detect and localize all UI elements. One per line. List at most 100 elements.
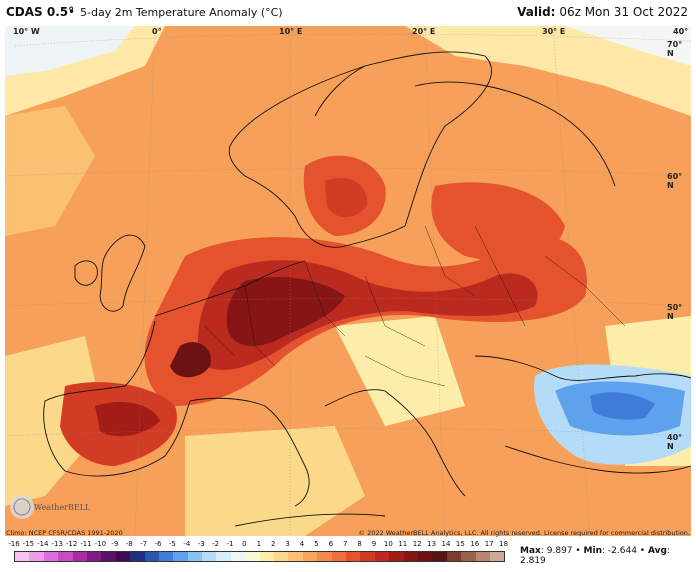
colorbar-swatch [461,552,476,561]
climo-source: Climo: NCEP CFSR/CDAS 1991-2020 [6,529,123,537]
colorbar-swatch [130,552,145,561]
colorbar-tick: -10 [94,540,107,548]
colorbar-tick: -4 [183,540,191,548]
min-value: -2.644 [607,546,637,556]
colorbar-tick: -7 [140,540,148,548]
logo-text: WeatherBELL [34,503,91,512]
colorbar-swatch [173,552,188,561]
colorbar-tick: 8 [357,540,362,548]
colorbar-swatch [58,552,73,561]
colorbar-swatch [15,552,30,561]
colorbar-swatch [259,552,275,561]
colorbar-swatch [158,552,174,561]
colorbar-tick: 12 [412,540,422,548]
map-subtitle: 5-day 2m Temperature Anomaly (°C) [80,6,283,19]
colorbar-swatch [245,552,260,561]
colorbar-tick: -5 [168,540,176,548]
colorbar-swatch [288,552,303,561]
valid-label: Valid: [517,5,556,19]
lat-label-60n: 60° N [667,172,683,190]
colorbar [14,551,506,562]
lon-label-0: 0° [152,27,162,36]
colorbar-tick: 0 [242,540,247,548]
colorbar-swatch [446,552,462,561]
colorbar-swatch [389,552,404,561]
lat-label-50n: 50° N [667,303,683,321]
map-canvas [5,26,691,536]
lon-label-10e: 10° E [279,27,303,36]
stats: Max: 9.897 • Min: -2.644 • Avg: 2.819 [520,546,670,566]
colorbar-tick: -8 [125,540,133,548]
colorbar-tick: 17 [484,540,494,548]
colorbar-swatch [317,552,332,561]
colorbar-tick: -14 [37,540,49,548]
max-label: Max [520,546,541,556]
colorbar-tick: 2 [270,540,276,548]
colorbar-swatch [202,552,217,561]
colorbar-tick: 5 [314,540,319,548]
colorbar-swatch [72,552,87,561]
lon-label-10w: 10° W [13,27,40,36]
colorbar-tick: 3 [285,540,290,548]
colorbar-swatch [216,552,231,561]
colorbar-tick: 4 [299,540,305,548]
colorbar-swatch [475,552,490,561]
colorbar-tick: -3 [197,540,205,548]
logo-graphic: WeatherBELL [10,495,91,519]
colorbar-swatch [101,552,116,561]
colorbar-swatch [360,552,375,561]
colorbar-tick: -1 [226,540,234,548]
lon-label-20e: 20° E [412,27,436,36]
colorbar-swatch [187,552,203,561]
colorbar-swatch [144,552,159,561]
colorbar-tick: 9 [371,540,377,548]
colorbar-swatch [432,552,447,561]
lon-label-30e: 30° E [542,27,566,36]
lon-label-40e: 40° [673,27,689,36]
weatherbell-logo: WeatherBELL [8,492,100,522]
avg-label: Avg [647,546,667,556]
colorbar-tick: 11 [398,540,408,548]
valid-time: Valid: 06z Mon 31 Oct 2022 [517,5,688,19]
colorbar-tick: 6 [328,540,334,548]
colorbar-tick: -6 [154,540,162,548]
colorbar-tick: -2 [212,540,220,548]
colorbar-swatch [302,552,318,561]
colorbar-swatch [345,552,361,561]
valid-time-value: 06z Mon 31 Oct 2022 [559,5,688,19]
anomaly-map: 10° W 0° 10° E 20° E 30° E 40° 70° N 60°… [5,26,691,536]
model-title: CDAS 0.5° [6,5,75,19]
colorbar-tick: 13 [427,540,437,548]
colorbar-tick: 18 [499,540,509,548]
colorbar-tick: -11 [80,540,92,548]
colorbar-swatch [230,552,246,561]
colorbar-tick: -12 [65,540,78,548]
colorbar-swatch [331,552,346,561]
colorbar-swatch [403,552,418,561]
colorbar-tick: -13 [51,540,63,548]
colorbar-tick: -16 [8,540,20,548]
colorbar-swatch [489,552,505,561]
avg-value: 2.819 [520,556,546,566]
colorbar-swatch [43,552,59,561]
colorbar-swatch [374,552,390,561]
min-label: Min [583,546,602,556]
colorbar-tick: 1 [256,540,262,548]
colorbar-swatch [274,552,289,561]
max-value: 9.897 [546,546,573,556]
colorbar-ticks: -16 -15 -14 -13 -12 -11 -10 -9 -8 -7 -6 -5 -4 -3 -2 -1 0… [8,540,508,550]
colorbar-tick: -15 [22,540,35,548]
colorbar-tick: 16 [470,540,480,548]
colorbar-tick: 10 [383,540,393,548]
colorbar-swatch [115,552,131,561]
colorbar-swatch [86,552,102,561]
colorbar-swatch [417,552,433,561]
title-separator: • [68,5,76,19]
colorbar-tick: 7 [342,540,348,548]
colorbar-swatch [29,552,44,561]
lat-label-40n: 40° N [667,433,683,451]
colorbar-tick: 15 [455,540,465,548]
colorbar-tick: 14 [441,540,451,548]
copyright-notice: © 2022 WeatherBELL Analytics, LLC. All r… [358,529,690,537]
header: CDAS 0.5° • 5-day 2m Temperature Anomaly… [0,0,696,26]
